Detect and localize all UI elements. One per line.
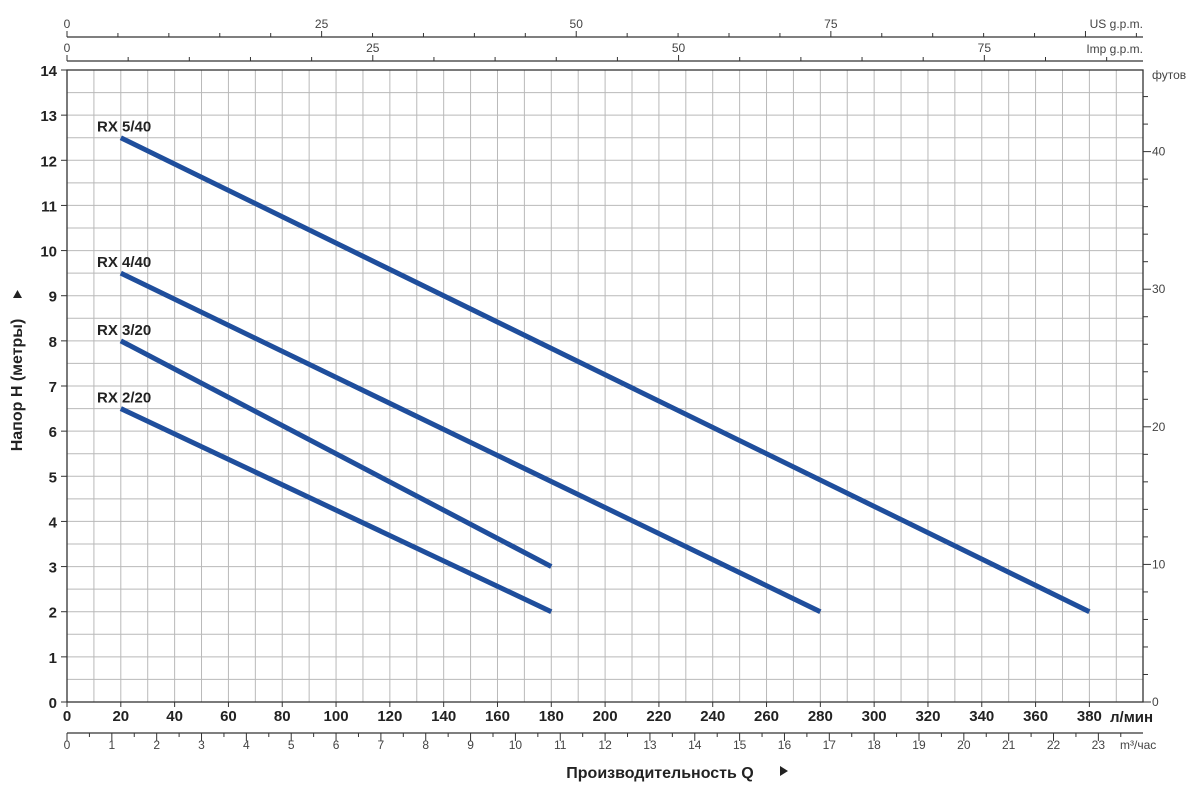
feet-tick-label: 10 <box>1152 557 1166 571</box>
us-gpm-tick-label: 50 <box>570 17 584 31</box>
m3h-tick-label: 2 <box>153 738 160 752</box>
feet-tick-label: 0 <box>1152 695 1159 709</box>
feet-tick-label: 20 <box>1152 420 1166 434</box>
m3h-tick-label: 14 <box>688 738 702 752</box>
y-tick-label: 9 <box>49 289 57 306</box>
imp-gpm-tick-label: 75 <box>978 41 992 55</box>
y-tick-label: 2 <box>49 605 57 622</box>
y-tick-label: 11 <box>41 198 57 215</box>
y-tick-label: 3 <box>49 560 57 577</box>
x-tick-label: 360 <box>1023 708 1048 725</box>
y-tick-label: 12 <box>40 153 57 170</box>
x-tick-label: 300 <box>862 708 887 725</box>
grid <box>66 69 1143 703</box>
us-gpm-tick-label: 75 <box>824 17 838 31</box>
series-label: RX 3/20 <box>97 322 151 339</box>
x-tick-label: 180 <box>539 708 564 725</box>
m3h-tick-label: 18 <box>867 738 881 752</box>
y-tick-label: 1 <box>49 650 57 667</box>
x-tick-label: 260 <box>754 708 779 725</box>
x-tick-label: 200 <box>593 708 618 725</box>
us-gpm-unit-label: US g.p.m. <box>1090 17 1143 31</box>
series-line <box>119 270 822 614</box>
x-tick-label: 160 <box>485 708 510 725</box>
y-tick-label: 7 <box>49 379 57 396</box>
x-tick-label: 40 <box>166 708 183 725</box>
x-tick-label: 380 <box>1077 708 1102 725</box>
m3h-tick-label: 6 <box>333 738 340 752</box>
m3h-tick-label: 11 <box>554 738 567 752</box>
series-label: RX 2/20 <box>97 390 151 407</box>
imp-gpm-unit-label: Imp g.p.m. <box>1086 42 1143 56</box>
feet-unit-label: футов <box>1152 68 1186 82</box>
feet-tick-label: 40 <box>1152 145 1166 159</box>
m3h-tick-label: 15 <box>733 738 747 752</box>
m3h-tick-label: 4 <box>243 738 250 752</box>
x-tick-label: 80 <box>274 708 291 725</box>
m3h-tick-label: 19 <box>912 738 926 752</box>
y-axis-arrow-icon <box>13 290 22 298</box>
y-tick-label: 0 <box>49 695 57 712</box>
m3h-tick-label: 3 <box>198 738 205 752</box>
axis-titles: Напор H (метры) Производительность Q <box>9 290 788 782</box>
imp-gpm-tick-label: 50 <box>672 41 686 55</box>
series-line <box>119 406 553 614</box>
series-label: RX 5/40 <box>97 119 151 136</box>
x-tick-label: 280 <box>808 708 833 725</box>
m3h-tick-label: 23 <box>1092 738 1106 752</box>
x-axis-title: Производительность Q <box>566 765 753 782</box>
x-tick-label: 100 <box>324 708 349 725</box>
m3h-tick-label: 9 <box>467 738 474 752</box>
m3h-tick-label: 1 <box>108 738 115 752</box>
series-line <box>119 338 553 569</box>
m3h-unit-label: m³/час <box>1120 738 1156 752</box>
y-axis-title: Напор H (метры) <box>9 319 26 452</box>
x-unit-label: л/мин <box>1110 709 1153 726</box>
series-lines <box>119 135 1091 614</box>
m3h-tick-label: 22 <box>1047 738 1061 752</box>
y-tick-label: 14 <box>40 63 57 80</box>
x-tick-label: 120 <box>377 708 402 725</box>
m3h-tick-label: 17 <box>823 738 837 752</box>
series-line <box>119 135 1091 614</box>
x-tick-label: 240 <box>700 708 725 725</box>
x-tick-label: 20 <box>112 708 129 725</box>
imp-gpm-tick-label: 25 <box>366 41 380 55</box>
y-tick-label: 13 <box>40 108 57 125</box>
m3h-tick-label: 20 <box>957 738 971 752</box>
y-tick-label: 6 <box>49 424 57 441</box>
x-tick-label: 140 <box>431 708 456 725</box>
series-label: RX 4/40 <box>97 254 151 271</box>
y-tick-label: 4 <box>49 514 58 531</box>
us-gpm-tick-label: 0 <box>64 17 71 31</box>
series-labels: RX 5/40 RX 4/40 RX 3/20 RX 2/20 <box>97 119 151 407</box>
x-axis-arrow-icon <box>780 766 788 776</box>
y-tick-label: 8 <box>49 334 57 351</box>
x-tick-label: 320 <box>915 708 940 725</box>
imp-gpm-tick-label: 0 <box>64 41 71 55</box>
m3h-tick-label: 13 <box>643 738 657 752</box>
m3h-tick-label: 21 <box>1002 738 1016 752</box>
m3h-tick-label: 8 <box>422 738 429 752</box>
m3h-tick-label: 0 <box>64 738 71 752</box>
m3h-tick-label: 7 <box>378 738 385 752</box>
m3h-tick-label: 10 <box>509 738 523 752</box>
x-tick-label: 340 <box>969 708 994 725</box>
x-tick-label: 220 <box>646 708 671 725</box>
us-gpm-tick-label: 25 <box>315 17 329 31</box>
x-tick-label: 60 <box>220 708 237 725</box>
x-tick-label: 0 <box>63 708 71 725</box>
axes <box>61 31 1151 741</box>
m3h-tick-label: 16 <box>778 738 792 752</box>
y-tick-label: 10 <box>40 244 57 261</box>
m3h-tick-label: 5 <box>288 738 295 752</box>
m3h-tick-label: 12 <box>598 738 612 752</box>
feet-tick-label: 30 <box>1152 282 1166 296</box>
y-tick-label: 5 <box>49 469 57 486</box>
